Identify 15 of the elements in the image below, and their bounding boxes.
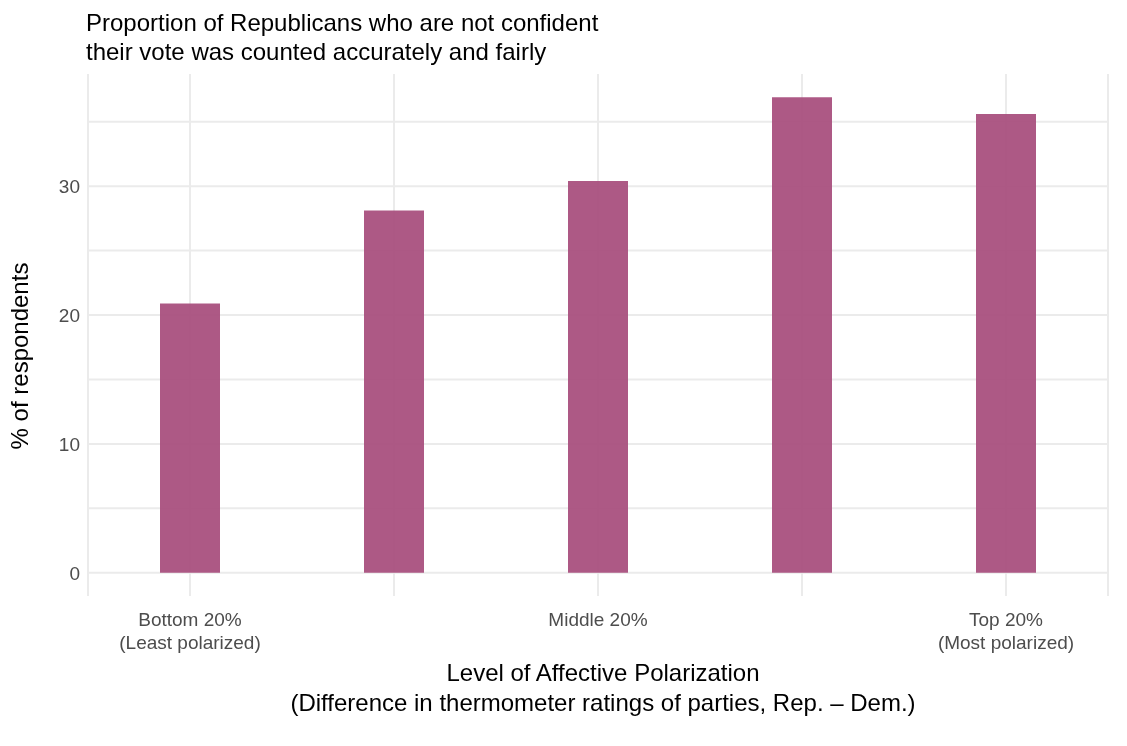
bar <box>976 113 1036 573</box>
y-tick-label: 30 <box>58 175 80 197</box>
bar <box>364 210 424 573</box>
x-axis-title: Level of Affective Polarization (Difference in thermometer ratings of parties, Rep. – Dem.) <box>289 658 917 718</box>
y-tick-label: 0 <box>69 562 80 584</box>
y-tick-label: 10 <box>58 433 80 455</box>
bar <box>568 180 628 573</box>
bar <box>160 303 220 573</box>
bar <box>772 97 832 573</box>
y-axis-title: % of respondents <box>6 262 34 450</box>
x-tick-label: Middle 20% <box>548 609 648 630</box>
y-tick-label: 20 <box>58 304 80 326</box>
x-tick-label: Bottom 20% (Least polarized) <box>119 609 261 653</box>
chart-title: Proportion of Republicans who are not confident their vote was counted accurately and fairly <box>86 8 600 66</box>
x-tick-label: Top 20% (Most polarized) <box>937 609 1075 653</box>
